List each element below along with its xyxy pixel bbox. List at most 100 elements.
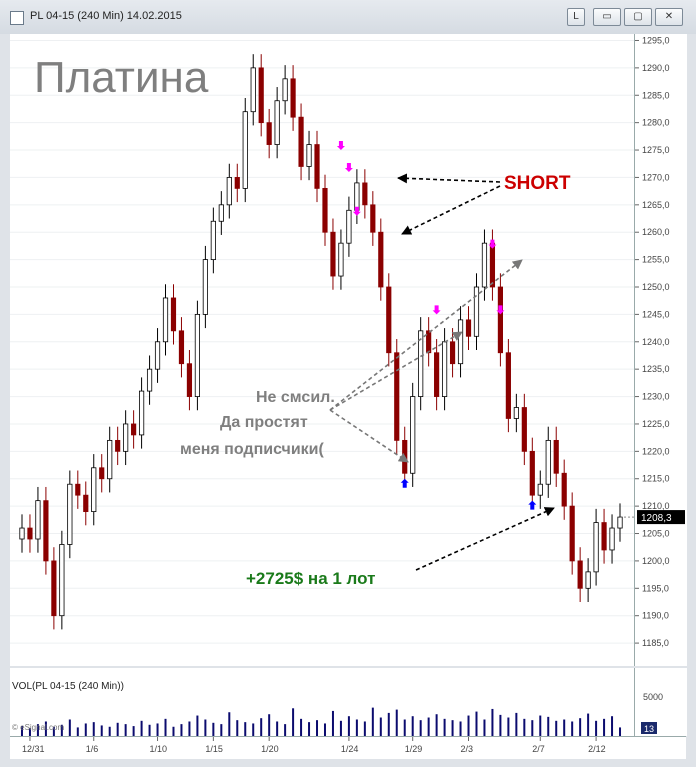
volume-chart: VOL(PL 04-15 (240 Min)) © eSignal.com	[12, 681, 622, 736]
volume-bar	[603, 718, 606, 736]
candle-body	[330, 231, 336, 277]
volume-bar	[156, 723, 159, 736]
candle-body	[59, 544, 65, 617]
candle-body	[481, 242, 488, 288]
volume-bar	[300, 718, 303, 736]
sell-signal-arrow	[432, 305, 441, 315]
volume-bar	[260, 718, 263, 736]
candle-body	[473, 286, 480, 337]
last-price-badge	[637, 510, 685, 525]
price-tick-label: 1195,0	[642, 583, 669, 593]
volume-bar	[547, 716, 550, 736]
buy-signal-arrow	[528, 500, 537, 510]
volume-bar	[323, 723, 326, 736]
volume-bar	[84, 723, 87, 736]
volume-bar	[587, 713, 590, 736]
volume-label: VOL(PL 04-15 (240 Min))	[12, 681, 124, 692]
candle-body	[434, 352, 440, 397]
volume-bar	[387, 712, 390, 736]
price-tick-label: 1240,0	[642, 337, 670, 347]
volume-bar	[236, 720, 239, 736]
volume-bar	[467, 715, 470, 736]
lock-button[interactable]: L	[567, 8, 585, 26]
volume-panel[interactable]: VOL(PL 04-15 (240 Min)) © eSignal.com	[10, 668, 634, 736]
candle-body	[394, 352, 400, 441]
price-tick-label: 1290,0	[642, 63, 670, 73]
candle-body	[465, 319, 472, 337]
sell-signal-arrow	[352, 206, 361, 216]
price-panel[interactable]: Платина SHORT Не смсил. Да простят меня …	[10, 34, 634, 666]
volume-bar	[611, 716, 614, 736]
candle-body	[234, 177, 240, 189]
volume-bar	[403, 719, 406, 736]
volume-bar	[284, 724, 287, 736]
short-arrow-2	[401, 185, 501, 235]
volume-bar	[180, 724, 183, 736]
candle-body	[186, 363, 193, 397]
volume-bar	[212, 722, 215, 736]
volume-bar	[379, 717, 382, 736]
profit-label: +2725$ на 1 лот	[246, 569, 375, 588]
candle-body	[107, 439, 113, 480]
volume-axis: 5000 13	[634, 668, 687, 736]
price-axis[interactable]: 1185,0 1190,0 1195,0 1200,0 1205,0 1210,0 1215…	[634, 34, 687, 666]
price-tick-label: 1190,0	[642, 611, 669, 621]
volume-bar	[459, 721, 462, 736]
maximize-button[interactable]: ▢	[624, 8, 652, 26]
candle-body	[441, 341, 448, 397]
candle-body	[609, 527, 615, 551]
sell-signal-arrow	[344, 162, 353, 172]
candle-body	[250, 67, 256, 113]
volume-bar	[523, 718, 526, 736]
price-tick-label: 1230,0	[642, 392, 670, 402]
candle-body	[123, 423, 129, 452]
price-tick-label: 1280,0	[642, 118, 670, 128]
minimize-button[interactable]: ▭	[593, 8, 621, 26]
time-tick-label: 12/31	[22, 744, 45, 754]
volume-bar	[507, 717, 510, 736]
candle-body	[91, 467, 97, 513]
chart-heading: Платина	[34, 53, 209, 102]
volume-bar	[132, 726, 135, 736]
price-tick-label: 1255,0	[642, 255, 670, 265]
volume-tick: 5000	[643, 692, 663, 702]
candle-body	[314, 144, 320, 189]
price-axis-ticks: 1185,0 1190,0 1195,0 1200,0 1205,0 1210,0 1215…	[635, 35, 685, 648]
volume-bar	[427, 717, 430, 736]
candle-body	[258, 67, 264, 124]
volume-bar	[60, 724, 63, 736]
volume-bar	[539, 715, 542, 736]
price-tick-label: 1200,0	[642, 556, 670, 566]
time-tick-label: 1/10	[150, 744, 168, 754]
candle-body	[617, 516, 623, 529]
candle-body	[51, 560, 57, 617]
volume-last-value: 13	[644, 724, 654, 734]
candle-body	[27, 527, 33, 540]
volume-bar	[571, 721, 574, 736]
candle-body	[35, 500, 41, 540]
volume-bar	[443, 718, 446, 736]
price-tick-label: 1250,0	[642, 282, 670, 292]
close-button[interactable]: ✕	[655, 8, 683, 26]
candle-body	[67, 483, 73, 545]
candle-body	[178, 330, 185, 365]
candle-body	[521, 407, 527, 452]
candle-body	[43, 500, 49, 562]
volume-bar	[579, 718, 582, 736]
comment-arrow-1	[329, 331, 463, 411]
candle-body	[553, 439, 559, 474]
candle-body	[210, 220, 216, 261]
comment-line-3: меня подписчики(	[180, 441, 325, 458]
candle-body	[170, 297, 177, 332]
candle-body	[569, 505, 575, 562]
volume-bar	[28, 728, 31, 736]
volume-bar	[188, 721, 191, 736]
volume-bar	[475, 711, 478, 736]
sell-signal-arrow	[488, 239, 497, 249]
sell-signal-arrow	[336, 141, 345, 151]
time-tick-label: 1/20	[261, 744, 279, 754]
volume-bar	[252, 723, 255, 736]
candle-body	[338, 242, 344, 277]
candle-body	[577, 560, 583, 589]
price-tick-label: 1285,0	[642, 90, 670, 100]
